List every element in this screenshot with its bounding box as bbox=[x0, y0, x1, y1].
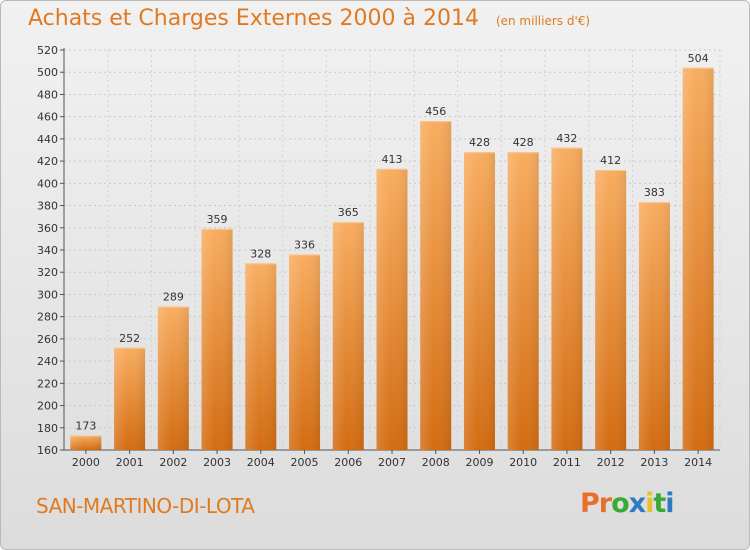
y-tick-label: 520 bbox=[37, 44, 58, 57]
y-tick-label: 160 bbox=[37, 444, 58, 457]
x-tick-label: 2003 bbox=[203, 456, 231, 469]
logo-letter: P bbox=[580, 488, 600, 519]
y-tick-label: 440 bbox=[37, 133, 58, 146]
logo-letter: t bbox=[653, 488, 666, 519]
x-tick-label: 2011 bbox=[553, 456, 581, 469]
x-tick-label: 2005 bbox=[291, 456, 319, 469]
y-tick-label: 360 bbox=[37, 222, 58, 235]
bar-shading bbox=[638, 202, 670, 450]
value-label: 504 bbox=[688, 52, 709, 65]
value-label: 413 bbox=[382, 153, 403, 166]
bar-shading bbox=[376, 168, 408, 450]
x-tick-label: 2010 bbox=[509, 456, 537, 469]
y-tick-label: 380 bbox=[37, 200, 58, 213]
logo-letter: i bbox=[665, 488, 674, 519]
x-tick-label: 2004 bbox=[247, 456, 275, 469]
value-label: 383 bbox=[644, 186, 665, 199]
bar-shading bbox=[682, 67, 714, 451]
chart-title-text: Achats et Charges Externes 2000 à 2014 bbox=[28, 6, 479, 31]
label-layer: 173 252 289 359 328 336 365 413 456 428 428 432 412 3… bbox=[75, 52, 708, 433]
bar-shading bbox=[289, 254, 321, 450]
y-tick-label: 400 bbox=[37, 177, 58, 190]
bar-shading bbox=[332, 222, 364, 450]
bar-shading bbox=[551, 147, 583, 450]
y-tick-label: 240 bbox=[37, 355, 58, 368]
y-tick-label: 200 bbox=[37, 400, 58, 413]
x-tick-label: 2009 bbox=[465, 456, 493, 469]
y-tick-label: 280 bbox=[37, 311, 58, 324]
axis-layer: 160 180 200 220 240 260 280 300 320 340 360 380 400 4… bbox=[37, 44, 720, 469]
x-tick-label: 2000 bbox=[72, 456, 100, 469]
x-tick-label: 2002 bbox=[159, 456, 187, 469]
logo-letter: i bbox=[645, 488, 654, 519]
value-label: 432 bbox=[556, 132, 577, 145]
chart-title: Achats et Charges Externes 2000 à 2014 (… bbox=[28, 6, 590, 31]
y-tick-label: 500 bbox=[37, 66, 58, 79]
x-tick-label: 2013 bbox=[640, 456, 668, 469]
bar-shading bbox=[245, 263, 277, 450]
y-tick-label: 220 bbox=[37, 377, 58, 390]
y-tick-label: 300 bbox=[37, 288, 58, 301]
y-tick-label: 260 bbox=[37, 333, 58, 346]
value-label: 412 bbox=[600, 154, 621, 167]
x-tick-label: 2012 bbox=[597, 456, 625, 469]
logo-letter: o bbox=[611, 488, 630, 519]
bar-layer bbox=[70, 67, 714, 451]
value-label: 289 bbox=[163, 291, 184, 304]
y-tick-label: 320 bbox=[37, 266, 58, 279]
x-tick-label: 2014 bbox=[684, 456, 712, 469]
value-label: 252 bbox=[119, 332, 140, 345]
value-label: 428 bbox=[469, 136, 490, 149]
y-tick-label: 480 bbox=[37, 88, 58, 101]
x-tick-label: 2008 bbox=[422, 456, 450, 469]
value-label: 328 bbox=[250, 247, 271, 260]
bar-shading bbox=[157, 306, 189, 450]
bar-shading bbox=[595, 170, 627, 450]
value-label: 336 bbox=[294, 238, 315, 251]
value-label: 359 bbox=[207, 213, 228, 226]
chart-unit: (en milliers d'€) bbox=[495, 14, 591, 28]
value-label: 365 bbox=[338, 206, 359, 219]
x-tick-label: 2001 bbox=[116, 456, 144, 469]
value-label: 173 bbox=[75, 420, 96, 433]
logo-letter: r bbox=[598, 488, 612, 519]
bar-shading bbox=[114, 347, 146, 450]
bar-shading bbox=[507, 152, 539, 450]
proxiti-logo: Proxiti bbox=[580, 488, 675, 519]
bar-shading bbox=[420, 121, 452, 450]
value-label: 456 bbox=[425, 105, 446, 118]
y-tick-label: 460 bbox=[37, 111, 58, 124]
value-label: 428 bbox=[513, 136, 534, 149]
logo-letter: x bbox=[628, 488, 646, 519]
y-tick-label: 180 bbox=[37, 422, 58, 435]
bar-shading bbox=[201, 228, 233, 450]
bar-shading bbox=[463, 152, 495, 450]
bar-shading bbox=[70, 435, 102, 450]
commune-name: SAN-MARTINO-DI-LOTA bbox=[36, 494, 255, 518]
y-tick-label: 340 bbox=[37, 244, 58, 257]
y-tick-label: 420 bbox=[37, 155, 58, 168]
x-tick-label: 2007 bbox=[378, 456, 406, 469]
x-tick-label: 2006 bbox=[334, 456, 362, 469]
